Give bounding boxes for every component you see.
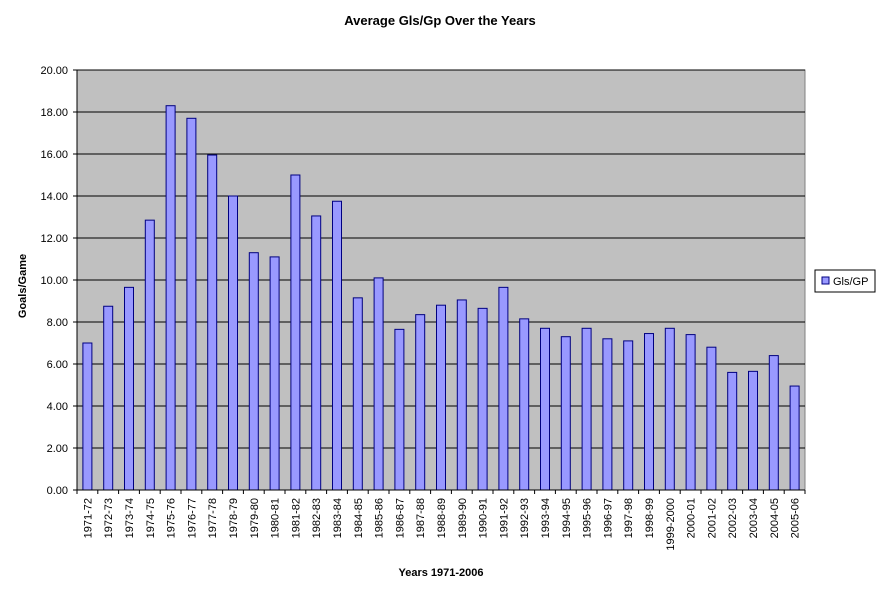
bar bbox=[685, 334, 696, 491]
x-tick-label: 1974-75 bbox=[145, 498, 157, 538]
bar bbox=[664, 327, 675, 491]
bar bbox=[311, 215, 322, 491]
y-tick-label: 12.00 bbox=[40, 233, 68, 245]
x-tick-label: 1988-89 bbox=[436, 498, 448, 538]
y-tick-label: 16.00 bbox=[40, 149, 68, 161]
x-tick-label: 1993-94 bbox=[540, 498, 552, 538]
x-tick-label: 2005-06 bbox=[790, 498, 802, 538]
bar bbox=[352, 297, 363, 491]
legend-box bbox=[814, 269, 876, 293]
bar bbox=[103, 305, 114, 491]
bar bbox=[748, 370, 758, 491]
x-tick-label: 1986-87 bbox=[394, 498, 406, 538]
bar bbox=[727, 371, 738, 491]
bar bbox=[519, 318, 530, 491]
y-tick-label: 6.00 bbox=[47, 359, 68, 371]
x-tick-label: 1985-86 bbox=[374, 498, 386, 538]
y-tick-label: 0.00 bbox=[47, 485, 68, 497]
x-tick-label: 1975-76 bbox=[166, 498, 178, 538]
bar bbox=[394, 328, 405, 491]
x-tick-label: 1997-98 bbox=[623, 498, 635, 538]
x-tick-label: 1992-93 bbox=[519, 498, 531, 538]
bar bbox=[477, 307, 488, 491]
legend-swatch bbox=[821, 276, 830, 285]
x-tick-label: 1980-81 bbox=[270, 498, 282, 538]
x-tick-label: 1998-99 bbox=[644, 498, 656, 538]
y-tick-label: 2.00 bbox=[47, 443, 68, 455]
y-tick-label: 20.00 bbox=[40, 65, 68, 77]
bar bbox=[456, 299, 467, 491]
bars bbox=[82, 105, 800, 491]
bar bbox=[706, 346, 717, 491]
bar bbox=[436, 304, 446, 491]
bar bbox=[248, 252, 259, 491]
bar bbox=[602, 338, 613, 491]
bar bbox=[290, 174, 301, 491]
y-tick-label: 8.00 bbox=[47, 317, 68, 329]
bar bbox=[269, 256, 280, 491]
x-tick-label: 1999-2000 bbox=[665, 498, 677, 551]
bar bbox=[789, 385, 800, 491]
x-tick-label: 1982-83 bbox=[311, 498, 323, 538]
bar bbox=[560, 336, 571, 491]
x-tick-label: 1976-77 bbox=[186, 498, 198, 538]
axes bbox=[73, 69, 806, 494]
bar bbox=[82, 342, 93, 491]
x-tick-label: 1990-91 bbox=[478, 498, 490, 538]
y-tick-label: 4.00 bbox=[47, 401, 68, 413]
legend-label: Gls/GP bbox=[833, 276, 868, 288]
x-tick-label: 1995-96 bbox=[582, 498, 594, 538]
bar bbox=[623, 340, 634, 491]
x-tick-label: 1972-73 bbox=[103, 498, 115, 538]
x-tick-label: 2004-05 bbox=[769, 498, 781, 538]
bar bbox=[144, 219, 155, 491]
x-tick-label: 1971-72 bbox=[82, 498, 94, 538]
bar bbox=[228, 195, 238, 491]
x-tick-label: 1981-82 bbox=[290, 498, 302, 538]
bar bbox=[581, 327, 592, 491]
bar bbox=[186, 117, 197, 491]
bar bbox=[498, 286, 509, 491]
x-tick-label: 1994-95 bbox=[561, 498, 573, 538]
bar bbox=[768, 355, 779, 491]
x-tick-label: 1978-79 bbox=[228, 498, 240, 538]
x-tick-label: 1979-80 bbox=[249, 498, 261, 538]
bar bbox=[124, 286, 134, 491]
x-tick-label: 1977-78 bbox=[207, 498, 219, 538]
x-tick-label: 1991-92 bbox=[498, 498, 510, 538]
y-tick-label: 10.00 bbox=[40, 275, 68, 287]
chart-title: Average Gls/Gp Over the Years bbox=[344, 13, 536, 28]
x-tick-label: 1987-88 bbox=[415, 498, 427, 538]
x-tick-label: 1973-74 bbox=[124, 498, 136, 538]
x-axis-title: Years 1971-2006 bbox=[398, 567, 483, 579]
x-tick-label: 1984-85 bbox=[353, 498, 365, 538]
x-tick-label: 1989-90 bbox=[457, 498, 469, 538]
bar bbox=[207, 154, 218, 491]
y-tick-labels: 0.00 2.00 4.00 6.00 8.00 10.00 12.00 14.00 16.00… bbox=[40, 65, 68, 497]
legend: Gls/GP bbox=[814, 269, 876, 293]
bar bbox=[165, 105, 176, 491]
x-tick-label: 2001-02 bbox=[706, 498, 718, 538]
x-tick-label: 1983-84 bbox=[332, 498, 344, 538]
y-axis-title: Goals/Game bbox=[17, 254, 29, 318]
bar bbox=[332, 200, 342, 491]
bar bbox=[373, 277, 384, 491]
y-tick-label: 14.00 bbox=[40, 191, 68, 203]
x-tick-label: 2002-03 bbox=[727, 498, 739, 538]
x-tick-labels: 1971-72 1972-73 1973-74 1974-75 1975-76 1976-… bbox=[82, 498, 801, 551]
x-tick-label: 2003-04 bbox=[748, 498, 760, 538]
bar bbox=[540, 327, 550, 491]
gridlines bbox=[77, 69, 805, 449]
bar bbox=[644, 333, 654, 491]
bar bbox=[415, 314, 426, 491]
x-tick-label: 1996-97 bbox=[602, 498, 614, 538]
y-tick-label: 18.00 bbox=[40, 107, 68, 119]
x-tick-label: 2000-01 bbox=[686, 498, 698, 538]
